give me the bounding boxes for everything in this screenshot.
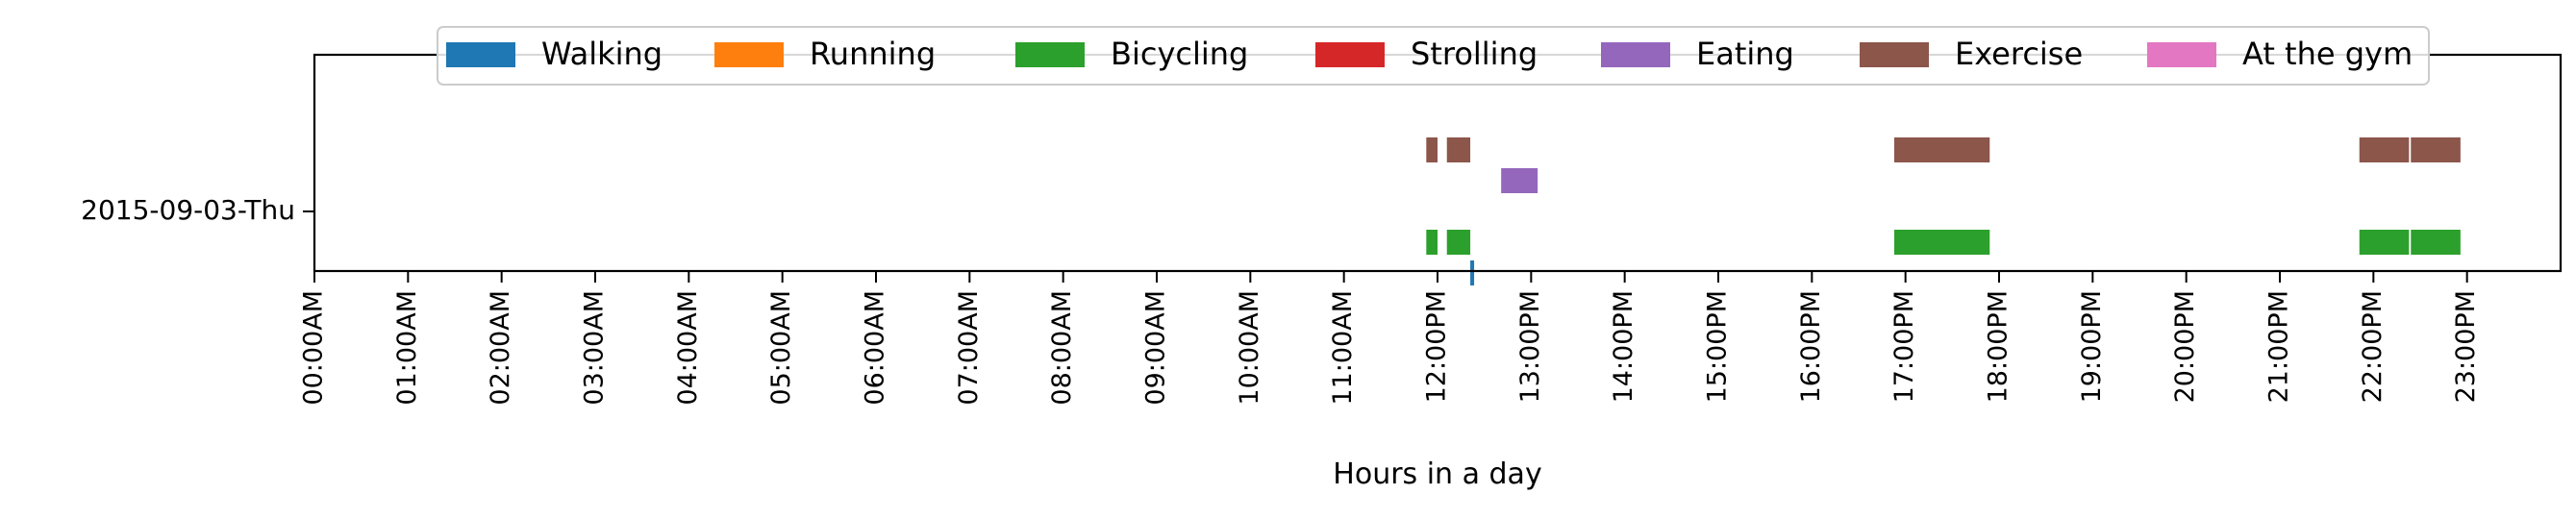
- legend-label-walking: Walking: [541, 36, 663, 72]
- bar-exercise-3: [1893, 137, 1990, 162]
- x-axis: 00:00AM 01:00AM 02:00AM 03:00AM 04:00AM 05:00…: [299, 271, 2481, 406]
- x-tick-label: 08:00AM: [1047, 290, 1077, 406]
- legend-label-bicycling: Bicycling: [1111, 36, 1248, 72]
- legend-swatch-walking: [446, 42, 515, 67]
- x-tick-label: 07:00AM: [954, 290, 984, 406]
- legend-box: [437, 26, 2430, 86]
- x-tick-label: 01:00AM: [392, 290, 422, 406]
- legend-label-eating: Eating: [1696, 36, 1794, 72]
- legend-swatch-strolling: [1315, 42, 1385, 67]
- x-tick-label: 14:00PM: [1609, 290, 1638, 403]
- bar-exercise-2: [1446, 137, 1471, 162]
- x-tick-label: 11:00AM: [1328, 290, 1358, 406]
- bar-exercise-4: [2359, 137, 2410, 162]
- legend-label-strolling: Strolling: [1411, 36, 1538, 72]
- legend: Walking Running Bicycling Strolling Eating Ex…: [437, 26, 2430, 86]
- x-tick-label: 13:00PM: [1515, 290, 1545, 403]
- bar-exercise-1: [1426, 137, 1438, 162]
- legend-label-running: Running: [810, 36, 936, 72]
- bar-bicycling-3: [1893, 230, 1990, 255]
- x-tick-label: 19:00PM: [2077, 290, 2107, 403]
- x-tick-label: 05:00AM: [766, 290, 796, 406]
- bar-bicycling-1: [1426, 230, 1438, 255]
- legend-swatch-at-the-gym: [2147, 42, 2216, 67]
- x-tick-label: 15:00PM: [1703, 290, 1733, 403]
- legend-swatch-exercise: [1860, 42, 1929, 67]
- x-tick-label: 00:00AM: [299, 290, 329, 406]
- x-tick-label: 02:00AM: [486, 290, 515, 406]
- bar-bicycling-5: [2411, 230, 2461, 255]
- x-tick-label: 18:00PM: [1984, 290, 2013, 403]
- x-tick-label: 09:00AM: [1141, 290, 1171, 406]
- x-tick-label: 22:00PM: [2358, 290, 2388, 403]
- legend-swatch-running: [714, 42, 784, 67]
- bar-exercise-5: [2411, 137, 2461, 162]
- x-tick-label: 03:00AM: [580, 290, 610, 406]
- bar-eating-1: [1501, 168, 1538, 193]
- x-tick-label: 06:00AM: [861, 290, 890, 406]
- x-tick-label: 20:00PM: [2170, 290, 2200, 403]
- legend-label-exercise: Exercise: [1955, 36, 2083, 72]
- legend-swatch-bicycling: [1015, 42, 1085, 67]
- legend-swatch-eating: [1601, 42, 1670, 67]
- y-axis: 2015-09-03-Thu: [81, 194, 314, 226]
- bar-walking-1: [1470, 260, 1475, 285]
- x-tick-label: 12:00PM: [1422, 290, 1452, 403]
- bar-bicycling-4: [2359, 230, 2410, 255]
- x-tick-label: 10:00AM: [1235, 290, 1264, 406]
- legend-label-at-the-gym: At the gym: [2242, 36, 2413, 72]
- x-axis-label: Hours in a day: [1333, 457, 1541, 491]
- x-tick-label: 04:00AM: [673, 290, 703, 406]
- activity-bars: [1426, 137, 2461, 285]
- x-tick-label: 21:00PM: [2264, 290, 2294, 403]
- x-tick-label: 17:00PM: [1889, 290, 1919, 403]
- y-tick-label: 2015-09-03-Thu: [81, 194, 295, 226]
- bar-bicycling-2: [1446, 230, 1471, 255]
- x-tick-label: 16:00PM: [1796, 290, 1826, 403]
- x-tick-label: 23:00PM: [2451, 290, 2481, 403]
